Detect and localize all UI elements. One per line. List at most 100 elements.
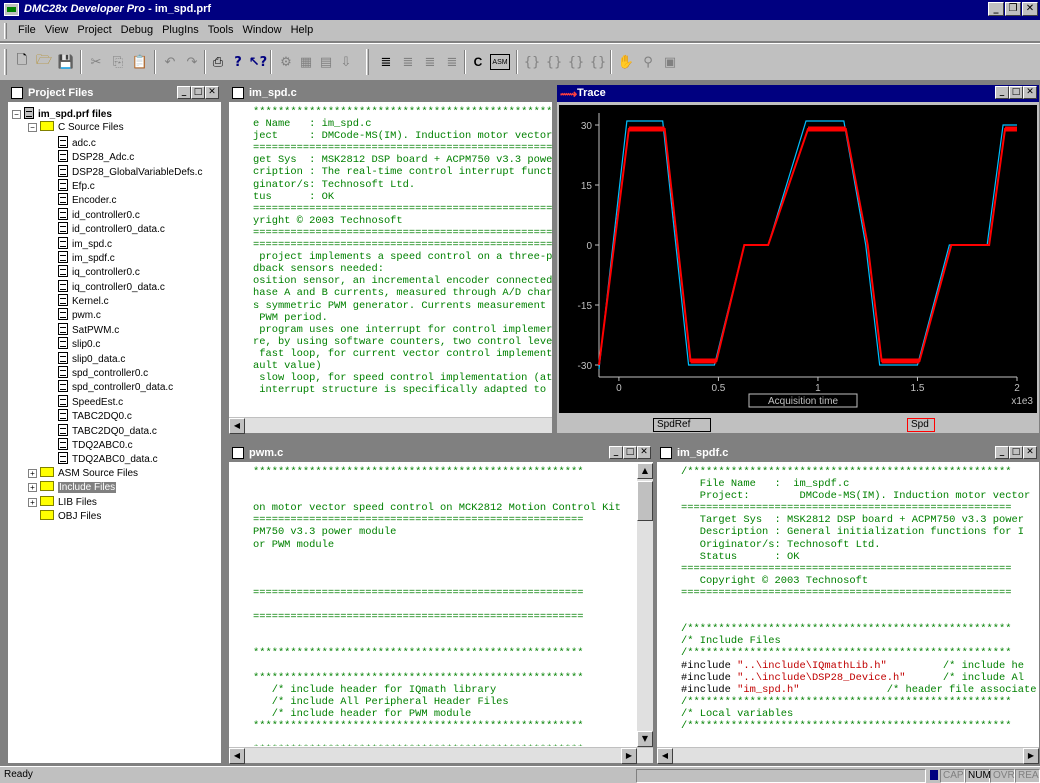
tree-file-item[interactable]: TABC2DQ0_data.c bbox=[12, 423, 202, 438]
watch-icon[interactable]: ⚲ bbox=[643, 54, 653, 70]
panel-minimize-button[interactable]: _ bbox=[177, 86, 191, 99]
menu-project[interactable]: Project bbox=[77, 24, 112, 36]
copy-icon[interactable]: ⎘ bbox=[112, 54, 124, 70]
tree-file-item[interactable]: adc.c bbox=[12, 135, 202, 150]
trace-minimize-button[interactable]: _ bbox=[995, 86, 1009, 99]
editor-close-button[interactable]: ✕ bbox=[637, 446, 651, 459]
download-icon[interactable]: ⇩ bbox=[340, 54, 352, 70]
vertical-scrollbar[interactable]: ▲ ▼ bbox=[637, 463, 653, 747]
paste-icon[interactable]: 📋 bbox=[131, 54, 149, 70]
step-into-icon[interactable]: {} bbox=[523, 54, 541, 70]
step-over-icon[interactable]: {} bbox=[545, 54, 563, 70]
tree-file-item[interactable]: Kernel.c bbox=[12, 294, 202, 308]
menu-help[interactable]: Help bbox=[290, 24, 314, 36]
tree-file-item[interactable]: iq_controller0.c bbox=[12, 265, 202, 279]
tree-folder-item[interactable]: + LIB Files bbox=[12, 495, 202, 510]
scroll-right-icon[interactable]: ▶ bbox=[1023, 748, 1039, 764]
tree-folder-item[interactable]: OBJ Files bbox=[12, 509, 202, 524]
redo-icon[interactable]: ↷ bbox=[186, 54, 198, 70]
panel-close-button[interactable]: ✕ bbox=[205, 86, 219, 99]
step-out-icon[interactable]: {} bbox=[567, 54, 585, 70]
print-icon[interactable]: ⎙ bbox=[212, 54, 224, 70]
app-icon[interactable] bbox=[4, 3, 19, 16]
tree-file-item[interactable]: TDQ2ABC0.c bbox=[12, 437, 202, 452]
expand-icon[interactable]: + bbox=[28, 468, 37, 478]
tree-file-item[interactable]: slip0_data.c bbox=[12, 351, 202, 366]
menu-debug[interactable]: Debug bbox=[120, 24, 154, 36]
menu-view[interactable]: View bbox=[44, 24, 69, 36]
editor-maximize-button[interactable]: □ bbox=[623, 446, 637, 459]
tree-file-item[interactable]: id_controller0_data.c bbox=[12, 222, 202, 236]
new-file-icon[interactable]: 🗋 bbox=[16, 53, 28, 68]
tree-file-item[interactable]: id_controller0.c bbox=[12, 207, 202, 222]
collapse-icon[interactable]: − bbox=[28, 123, 37, 133]
horizontal-scrollbar[interactable]: ◀ ▶ bbox=[229, 747, 653, 764]
menu-tools[interactable]: Tools bbox=[207, 24, 234, 36]
scroll-right-icon[interactable]: ▶ bbox=[621, 748, 637, 764]
list4-icon[interactable]: ≣ bbox=[446, 54, 458, 70]
expand-icon[interactable]: + bbox=[28, 483, 37, 493]
code-view[interactable]: /***************************************… bbox=[681, 466, 1040, 746]
legend-spd[interactable]: Spd bbox=[907, 418, 935, 432]
compile-icon[interactable]: ▦ bbox=[299, 54, 313, 70]
tree-file-item[interactable]: spd_controller0_data.c bbox=[12, 380, 202, 394]
tree-file-item[interactable]: iq_controller0_data.c bbox=[12, 279, 202, 294]
editor-close-button[interactable]: ✕ bbox=[1023, 446, 1037, 459]
run-to-cursor-icon[interactable]: {} bbox=[589, 54, 607, 70]
context-help-icon[interactable]: ↖? bbox=[248, 54, 268, 70]
scroll-down-icon[interactable]: ▼ bbox=[637, 731, 653, 747]
tree-file-item[interactable]: spd_controller0.c bbox=[12, 366, 202, 380]
menu-plugins[interactable]: PlugIns bbox=[162, 24, 199, 36]
open-folder-icon[interactable]: 🗁 bbox=[35, 53, 53, 68]
help-icon[interactable]: ? bbox=[234, 54, 242, 70]
link-icon[interactable]: ▤ bbox=[319, 54, 333, 70]
code-view[interactable]: ****************************************… bbox=[253, 466, 639, 746]
list-icon[interactable]: ≣ bbox=[380, 54, 392, 70]
tree-file-item[interactable]: TABC2DQ0.c bbox=[12, 409, 202, 423]
scroll-up-icon[interactable]: ▲ bbox=[637, 463, 653, 479]
scroll-left-icon[interactable]: ◀ bbox=[229, 748, 245, 764]
breakpoint-icon[interactable]: ✋ bbox=[617, 54, 635, 70]
cut-icon[interactable]: ✂ bbox=[90, 54, 102, 70]
menu-file[interactable]: File bbox=[18, 24, 36, 36]
build-icon[interactable]: ⚙ bbox=[280, 54, 292, 70]
editor-minimize-button[interactable]: _ bbox=[609, 446, 623, 459]
tree-file-item[interactable]: pwm.c bbox=[12, 308, 202, 322]
expand-icon[interactable]: + bbox=[28, 497, 37, 507]
asm-source-button[interactable]: ASM bbox=[490, 54, 510, 70]
tree-file-item[interactable]: Efp.c bbox=[12, 178, 202, 193]
tree-file-item[interactable]: SatPWM.c bbox=[12, 322, 202, 337]
tree-file-item[interactable]: slip0.c bbox=[12, 337, 202, 351]
tree-folder-item[interactable]: + ASM Source Files bbox=[12, 466, 202, 481]
tree-file-item[interactable]: DSP28_GlobalVariableDefs.c bbox=[12, 164, 202, 179]
tree-file-item[interactable]: DSP28_Adc.c bbox=[12, 150, 202, 164]
memory-icon[interactable]: ▣ bbox=[663, 54, 677, 70]
close-button[interactable]: ✕ bbox=[1022, 2, 1038, 16]
panel-maximize-button[interactable]: □ bbox=[191, 86, 205, 99]
horizontal-scrollbar[interactable]: ◀ ▶ bbox=[657, 747, 1039, 764]
tree-file-item[interactable]: im_spdf.c bbox=[12, 250, 202, 265]
tree-file-item[interactable]: TDQ2ABC0_data.c bbox=[12, 452, 202, 466]
scroll-left-icon[interactable]: ◀ bbox=[229, 418, 245, 434]
scroll-left-icon[interactable]: ◀ bbox=[657, 748, 673, 764]
trace-close-button[interactable]: ✕ bbox=[1023, 86, 1037, 99]
tree-folder-c-source[interactable]: − C Source Files bbox=[12, 121, 202, 135]
undo-icon[interactable]: ↶ bbox=[164, 54, 176, 70]
trace-plot-area[interactable]: -30 -15 0 15 30 0 0.5 1 1.5 2 Acquisition time x1e3 bbox=[559, 105, 1037, 413]
tree-file-item[interactable]: im_spd.c bbox=[12, 236, 202, 251]
trace-maximize-button[interactable]: □ bbox=[1009, 86, 1023, 99]
menu-window[interactable]: Window bbox=[242, 24, 282, 36]
tree-root[interactable]: − im_spd.prf files bbox=[12, 107, 202, 121]
scroll-thumb[interactable] bbox=[637, 481, 653, 521]
list3-icon[interactable]: ≣ bbox=[424, 54, 436, 70]
tree-file-item[interactable]: SpeedEst.c bbox=[12, 394, 202, 409]
c-source-button[interactable]: C bbox=[473, 55, 483, 69]
restore-button[interactable]: ❐ bbox=[1005, 2, 1021, 16]
list2-icon[interactable]: ≣ bbox=[402, 54, 414, 70]
collapse-icon[interactable]: − bbox=[12, 110, 21, 119]
tree-file-item[interactable]: Encoder.c bbox=[12, 193, 202, 207]
save-icon[interactable]: 💾 bbox=[57, 54, 75, 70]
horizontal-scrollbar[interactable]: ◀ bbox=[229, 417, 552, 434]
editor-minimize-button[interactable]: _ bbox=[995, 446, 1009, 459]
legend-spdref[interactable]: SpdRef bbox=[653, 418, 711, 432]
